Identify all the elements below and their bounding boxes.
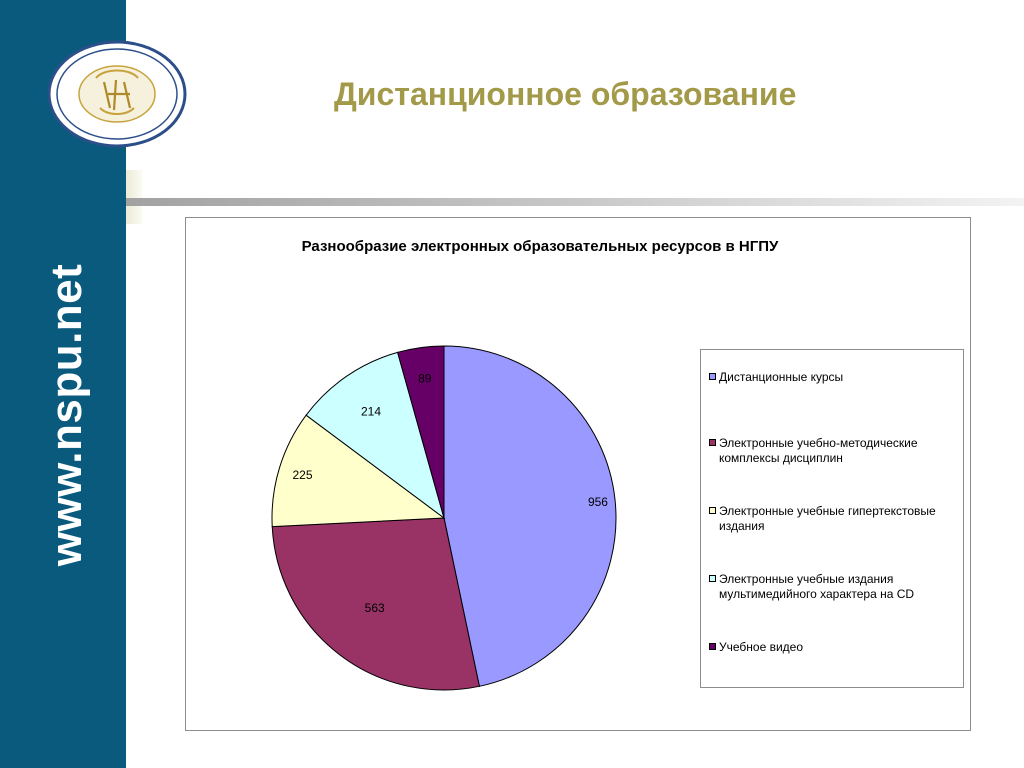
legend-swatch <box>709 643 716 650</box>
pie-slice-2 <box>271 517 480 691</box>
university-logo <box>47 40 187 148</box>
slice-label-3: 225 <box>292 468 312 482</box>
divider-tab <box>126 170 142 224</box>
divider-line <box>126 198 1024 206</box>
chart-title: Разнообразие электронных образовательных… <box>301 238 779 255</box>
legend-swatch <box>709 439 716 446</box>
legend-item-1: Дистанционные курсы <box>709 370 969 385</box>
legend-label: Учебное видео <box>719 640 804 654</box>
legend-item-2: Электронные учебно-методические комплекс… <box>709 436 969 466</box>
pie-slice-3 <box>271 414 446 528</box>
chart-legend: Дистанционные курсы Электронные учебно-ме… <box>700 349 964 688</box>
slice-label-4: 214 <box>361 405 381 419</box>
header-divider <box>126 170 1024 224</box>
legend-swatch <box>709 507 716 514</box>
legend-item-3: Электронные учебные гипертекстовые издан… <box>709 504 969 534</box>
legend-swatch <box>709 373 716 380</box>
slice-label-5: 89 <box>418 371 432 385</box>
legend-label: Электронные учебно-методические комплекс… <box>719 436 918 465</box>
chart-frame: Разнообразие электронных образовательных… <box>185 217 971 731</box>
legend-swatch <box>709 575 716 582</box>
page-title: Дистанционное образование <box>334 76 797 112</box>
legend-item-5: Учебное видео <box>709 640 969 655</box>
pie-chart: 956 563 225 214 89 <box>271 345 617 691</box>
pie-slice-1 <box>443 345 617 687</box>
pie-slice-5 <box>396 345 445 519</box>
slice-label-1: 956 <box>588 495 608 509</box>
website-url: www.nspu.net <box>42 263 91 567</box>
legend-item-4: Электронные учебные издания мультимедийн… <box>709 572 969 602</box>
legend-label: Электронные учебные гипертекстовые издан… <box>719 504 936 533</box>
legend-label: Электронные учебные издания мультимедийн… <box>719 572 915 601</box>
slice-label-2: 563 <box>365 601 385 615</box>
legend-label: Дистанционные курсы <box>719 370 844 384</box>
pie-slice-4 <box>305 351 445 520</box>
